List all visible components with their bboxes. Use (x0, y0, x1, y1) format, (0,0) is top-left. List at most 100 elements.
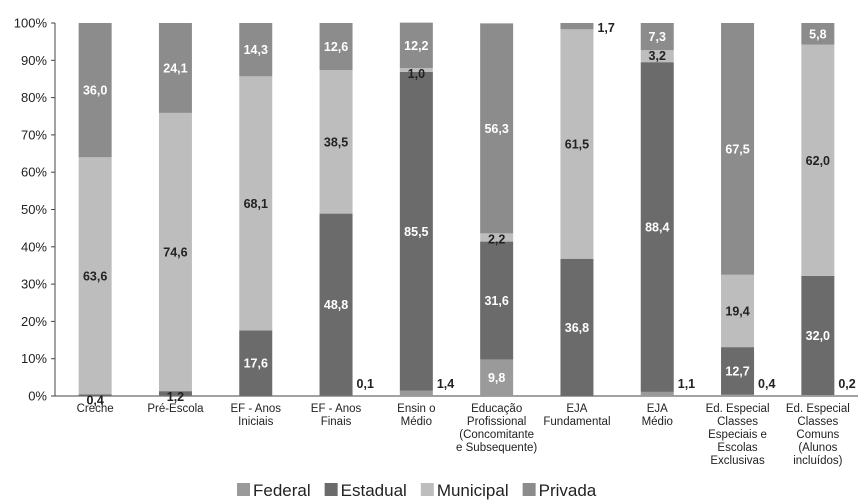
category-label: Pré-Escola (147, 403, 204, 415)
data-label: 9,8 (488, 371, 505, 385)
category-label: Creche (77, 403, 114, 415)
data-label: 19,4 (725, 304, 749, 318)
data-label: 0,4 (86, 394, 103, 408)
bar-segment-municipal (560, 29, 594, 259)
y-tick-label: 90% (21, 53, 47, 68)
legend-swatch-federal (237, 483, 250, 496)
legend-swatch-estadual (324, 483, 338, 496)
bar-segment-privada (560, 23, 594, 30)
data-label: 12,2 (404, 39, 428, 53)
bar-segment-municipal (801, 44, 835, 276)
bar-segment-privada (319, 23, 353, 70)
data-label: 12,7 (725, 364, 749, 378)
bar-segment-privada (399, 22, 433, 69)
y-tick-label: 60% (21, 165, 47, 180)
category-label: Ensin o Médio (397, 403, 435, 428)
y-tick-label: 10% (21, 351, 47, 366)
category-label: EJA Fundamental (543, 403, 610, 428)
bar-segment-privada (158, 23, 192, 113)
data-label: 0,4 (758, 377, 775, 391)
data-label: 3,2 (649, 49, 666, 63)
bar-segment-estadual (239, 330, 273, 396)
bar-segment-municipal (239, 76, 273, 331)
data-label: 88,4 (645, 221, 669, 235)
bar-segment-estadual (78, 394, 112, 396)
bar-segment-federal (721, 394, 755, 396)
category-label: EF - Anos Iniciais (231, 403, 282, 428)
bar-segment-privada (801, 23, 835, 45)
category-label: Ed. Especial Classes Comuns (Alunos incluído… (786, 403, 850, 467)
y-tick-label: 50% (21, 202, 47, 217)
data-label: 36,0 (83, 84, 107, 98)
data-label: 17,6 (244, 357, 268, 371)
y-tick-label: 30% (21, 277, 47, 292)
bar-segment-privada (640, 23, 674, 51)
y-tick-label: 70% (21, 127, 47, 142)
data-label: 48,8 (324, 298, 348, 312)
bar-segment-estadual (640, 62, 674, 392)
data-label: 14,3 (244, 43, 268, 57)
legend-label-municipal: Municipal (437, 481, 509, 500)
category-label: EF - Anos Finais (311, 403, 362, 428)
legend-swatch-municipal (420, 483, 434, 496)
y-tick-label: 40% (21, 239, 47, 254)
y-tick-label: 0% (28, 389, 47, 404)
bar-segment-estadual (319, 213, 353, 396)
bar-segment-federal (801, 395, 835, 396)
category-label: Ed. Especial Classes Especiais e Escolas Exc… (706, 403, 770, 467)
data-label: 5,8 (809, 27, 826, 41)
bar-segment-federal (640, 391, 674, 396)
bar-segment-privada (78, 23, 112, 158)
data-label: 36,8 (565, 321, 589, 335)
data-label: 38,5 (324, 135, 348, 149)
data-label: 1,7 (597, 21, 614, 35)
data-label: 2,2 (488, 232, 505, 246)
bar-segment-municipal (640, 50, 674, 63)
legend-label-privada: Privada (539, 481, 597, 500)
data-label: 31,6 (484, 294, 508, 308)
data-label: 61,5 (565, 138, 589, 152)
data-label: 1,1 (678, 377, 695, 391)
bar-segment-federal (399, 390, 433, 396)
bar-segment-estadual (801, 275, 835, 396)
category-label: Educação Profissional (Concomitante e Subse… (456, 403, 537, 454)
data-label: 24,1 (163, 61, 187, 75)
data-label: 56,3 (484, 122, 508, 136)
legend-label-federal: Federal (253, 481, 311, 500)
legend-label-estadual: Estadual (341, 481, 407, 500)
bar-segment-estadual (721, 347, 755, 395)
legend-swatch-privada (522, 483, 536, 496)
data-label: 0,2 (838, 377, 855, 391)
data-label: 7,3 (649, 30, 666, 44)
bar-segment-municipal (399, 68, 433, 72)
data-label: 1,4 (437, 377, 454, 391)
bar-segment-municipal (319, 69, 353, 214)
data-label: 67,5 (725, 142, 749, 156)
bar-segment-estadual (399, 71, 433, 391)
data-label: 68,1 (244, 197, 268, 211)
bar-segment-municipal (480, 233, 514, 242)
bar-segment-estadual (158, 391, 192, 396)
bar-segment-estadual (480, 241, 514, 360)
bar-segment-privada (480, 23, 514, 234)
data-label: 0,1 (357, 377, 374, 391)
data-label: 85,5 (404, 225, 428, 239)
data-label: 1,2 (167, 390, 184, 404)
bar-segment-estadual (560, 258, 594, 396)
data-label: 12,6 (324, 40, 348, 54)
bar-segment-municipal (721, 274, 755, 348)
data-label: 32,0 (806, 329, 830, 343)
y-tick-label: 100% (14, 16, 48, 31)
bar-segment-municipal (158, 112, 192, 392)
data-label: 62,0 (806, 154, 830, 168)
data-label: 1,0 (408, 67, 425, 81)
bar-segment-privada (239, 23, 273, 77)
bar-segment-municipal (78, 157, 112, 395)
data-label: 63,6 (83, 269, 107, 283)
data-label: 74,6 (163, 246, 187, 260)
bar-segment-federal (480, 359, 514, 396)
bar-segment-privada (721, 23, 755, 275)
category-label: EJA Médio (642, 403, 673, 428)
y-tick-label: 80% (21, 90, 47, 105)
